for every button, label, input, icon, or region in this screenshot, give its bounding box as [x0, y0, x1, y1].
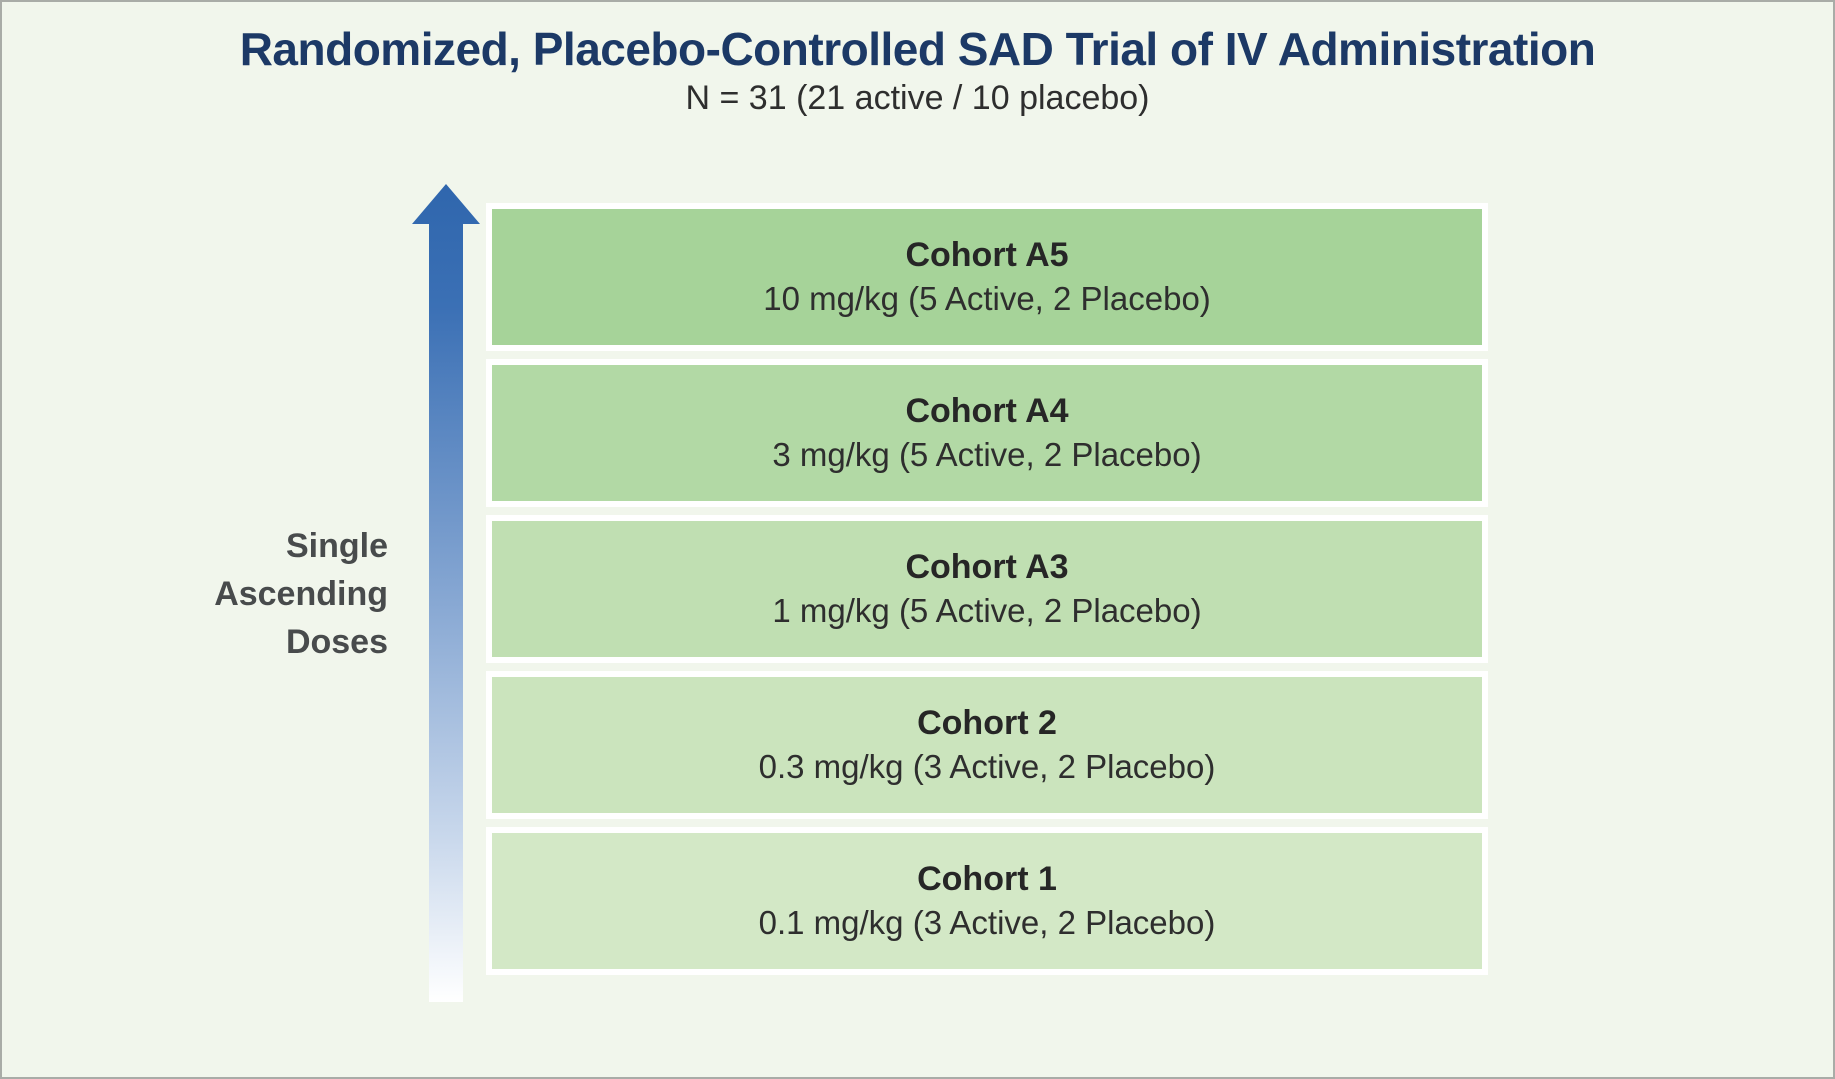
cohort-box: Cohort 1 0.1 mg/kg (3 Active, 2 Placebo): [486, 827, 1488, 975]
cohort-name: Cohort 2: [917, 704, 1057, 742]
sad-label-line: Doses: [285, 623, 388, 661]
ascending-dose-arrow-icon: [412, 184, 480, 1002]
up-arrow-shape: [412, 184, 480, 1002]
cohort-box: Cohort A3 1 mg/kg (5 Active, 2 Placebo): [486, 515, 1488, 663]
single-ascending-doses-label: Single Ascending Doses: [68, 522, 388, 666]
cohort-name: Cohort A3: [905, 548, 1069, 586]
cohort-dose: 10 mg/kg (5 Active, 2 Placebo): [763, 280, 1211, 317]
cohort-name: Cohort 1: [917, 860, 1057, 898]
cohort-box: Cohort A4 3 mg/kg (5 Active, 2 Placebo): [486, 359, 1488, 507]
page-title: Randomized, Placebo-Controlled SAD Trial…: [239, 23, 1596, 75]
cohort-box: Cohort A5 10 mg/kg (5 Active, 2 Placebo): [486, 203, 1488, 351]
cohort-dose: 1 mg/kg (5 Active, 2 Placebo): [772, 592, 1202, 629]
cohort-dose: 0.1 mg/kg (3 Active, 2 Placebo): [758, 904, 1216, 941]
cohort-box: Cohort 2 0.3 mg/kg (3 Active, 2 Placebo): [486, 671, 1488, 819]
cohort-dose: 0.3 mg/kg (3 Active, 2 Placebo): [758, 748, 1216, 785]
cohort-list: Cohort A5 10 mg/kg (5 Active, 2 Placebo)…: [486, 203, 1488, 975]
sad-label-line: Ascending: [214, 575, 388, 613]
cohort-dose: 3 mg/kg (5 Active, 2 Placebo): [772, 436, 1202, 473]
page-subtitle: N = 31 (21 active / 10 placebo): [685, 79, 1150, 117]
cohort-name: Cohort A4: [905, 392, 1069, 430]
cohort-name: Cohort A5: [905, 236, 1069, 274]
sad-label-line: Single: [285, 527, 388, 565]
